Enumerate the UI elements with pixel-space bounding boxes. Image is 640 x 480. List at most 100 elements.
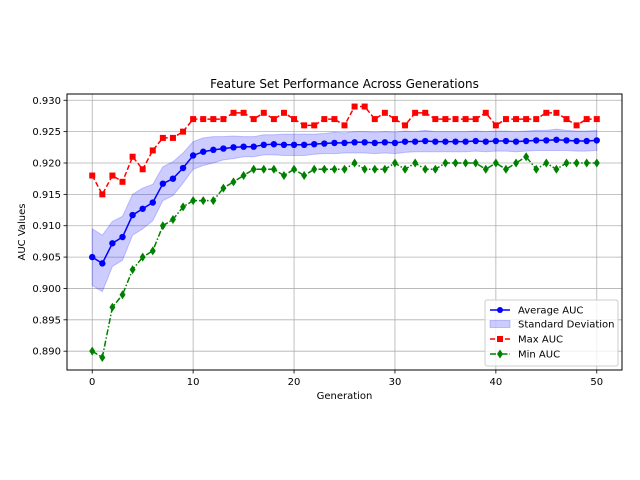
max-auc-point — [422, 109, 429, 116]
chart-title: Feature Set Performance Across Generatio… — [210, 77, 479, 91]
y-tick-label: 0.920 — [32, 159, 61, 170]
min-auc-point — [311, 164, 318, 174]
min-auc-point — [371, 164, 378, 174]
average-auc-point — [361, 139, 368, 146]
x-tick-label: 20 — [288, 377, 301, 388]
min-auc-point — [169, 214, 176, 224]
max-auc-point — [381, 109, 388, 116]
plot-frame — [66, 93, 623, 371]
min-auc-point — [109, 302, 116, 312]
average-auc-point — [411, 138, 419, 145]
max-auc-point — [402, 122, 409, 129]
average-auc-point — [139, 205, 146, 212]
max-auc-point — [230, 109, 237, 116]
average-auc-point — [129, 211, 136, 219]
max-auc-point — [341, 122, 348, 129]
min-auc-point — [240, 171, 247, 181]
average-auc-point — [593, 137, 600, 144]
average-auc-point — [533, 137, 540, 144]
max-auc-point — [169, 134, 176, 141]
max-auc-point — [573, 122, 580, 129]
min-auc-point — [563, 158, 570, 168]
max-auc-point — [89, 172, 96, 179]
average-auc-point — [482, 138, 489, 145]
legend-std-label: Standard Deviation — [518, 320, 615, 331]
min-auc-point — [513, 158, 520, 168]
average-auc-point — [290, 141, 298, 149]
max-auc-point — [432, 116, 439, 123]
average-auc-point — [462, 138, 469, 145]
average-auc-point — [381, 139, 389, 146]
x-tick-label: 40 — [489, 377, 502, 388]
series-markers — [89, 103, 600, 362]
y-tick-label: 0.930 — [32, 96, 61, 107]
max-auc-point — [331, 116, 338, 123]
max-auc-point — [482, 109, 489, 116]
max-auc-point — [260, 109, 267, 116]
average-auc-point — [553, 136, 560, 143]
legend-average-marker — [497, 307, 503, 313]
min-auc-point — [159, 221, 166, 231]
average-auc-point — [99, 260, 106, 267]
average-auc-point — [351, 139, 358, 146]
average-auc-point — [179, 164, 187, 172]
min-auc-point — [391, 158, 398, 168]
max-auc-point — [462, 116, 469, 123]
min-auc-point — [210, 196, 217, 206]
min-auc-point — [593, 158, 600, 168]
max-auc-point — [190, 116, 197, 123]
y-tick-label: 0.915 — [32, 190, 61, 201]
max-auc-point — [452, 116, 459, 123]
legend-item-std: Standard Deviation — [489, 320, 615, 331]
max-auc-point — [321, 116, 328, 123]
max-auc-point — [513, 116, 520, 123]
min-auc-point — [220, 183, 227, 193]
max-auc-point — [371, 116, 378, 123]
min-auc-point — [482, 164, 489, 174]
min-auc-point — [452, 158, 459, 168]
average-auc-point — [573, 137, 580, 145]
min-auc-point — [502, 164, 509, 174]
max-auc-point — [523, 116, 530, 123]
max-auc-point — [553, 109, 560, 116]
max-auc-point — [180, 128, 187, 135]
y-tick-label: 0.890 — [32, 347, 61, 358]
average-auc-point — [220, 145, 227, 152]
average-auc-point — [391, 139, 399, 147]
average-auc-point — [240, 143, 247, 150]
legend-item-max: Max AUC — [490, 335, 563, 346]
average-auc-point — [472, 137, 479, 145]
max-auc-point — [270, 116, 277, 123]
average-auc-point — [149, 199, 156, 206]
max-auc-point — [159, 134, 166, 141]
y-tick-label: 0.900 — [32, 284, 61, 295]
max-auc-point — [139, 166, 146, 173]
axis-ticks: 0 10 20 30 40 50 0.890 0.895 0.900 0.905 0.910 0.91… — [32, 96, 603, 388]
x-tick-label: 50 — [590, 377, 603, 388]
average-auc-point — [230, 144, 237, 151]
max-auc-point — [291, 116, 298, 123]
average-auc-point — [543, 137, 550, 144]
x-tick-label: 30 — [389, 377, 402, 388]
max-auc-point — [351, 103, 358, 110]
min-auc-point — [129, 265, 136, 275]
average-auc-point — [512, 138, 520, 145]
min-auc-point — [442, 158, 449, 168]
min-auc-point — [119, 290, 126, 300]
min-auc-point — [301, 171, 308, 181]
min-auc-point — [260, 164, 267, 174]
average-auc-point — [89, 253, 96, 261]
min-auc-point — [139, 252, 146, 262]
average-auc-point — [200, 148, 207, 155]
max-auc-point — [280, 109, 287, 116]
legend-item-min: Min AUC — [490, 349, 560, 361]
average-auc-point — [119, 233, 126, 241]
max-auc-point — [442, 116, 449, 123]
max-auc-point — [250, 116, 257, 123]
average-auc-point — [109, 240, 116, 247]
legend: Average AUC Standard Deviation Max AUC M… — [484, 299, 619, 367]
x-axis-label: Generation — [317, 391, 373, 402]
max-auc-point — [593, 116, 600, 123]
max-auc-point — [99, 191, 106, 198]
min-auc-point — [432, 164, 439, 174]
